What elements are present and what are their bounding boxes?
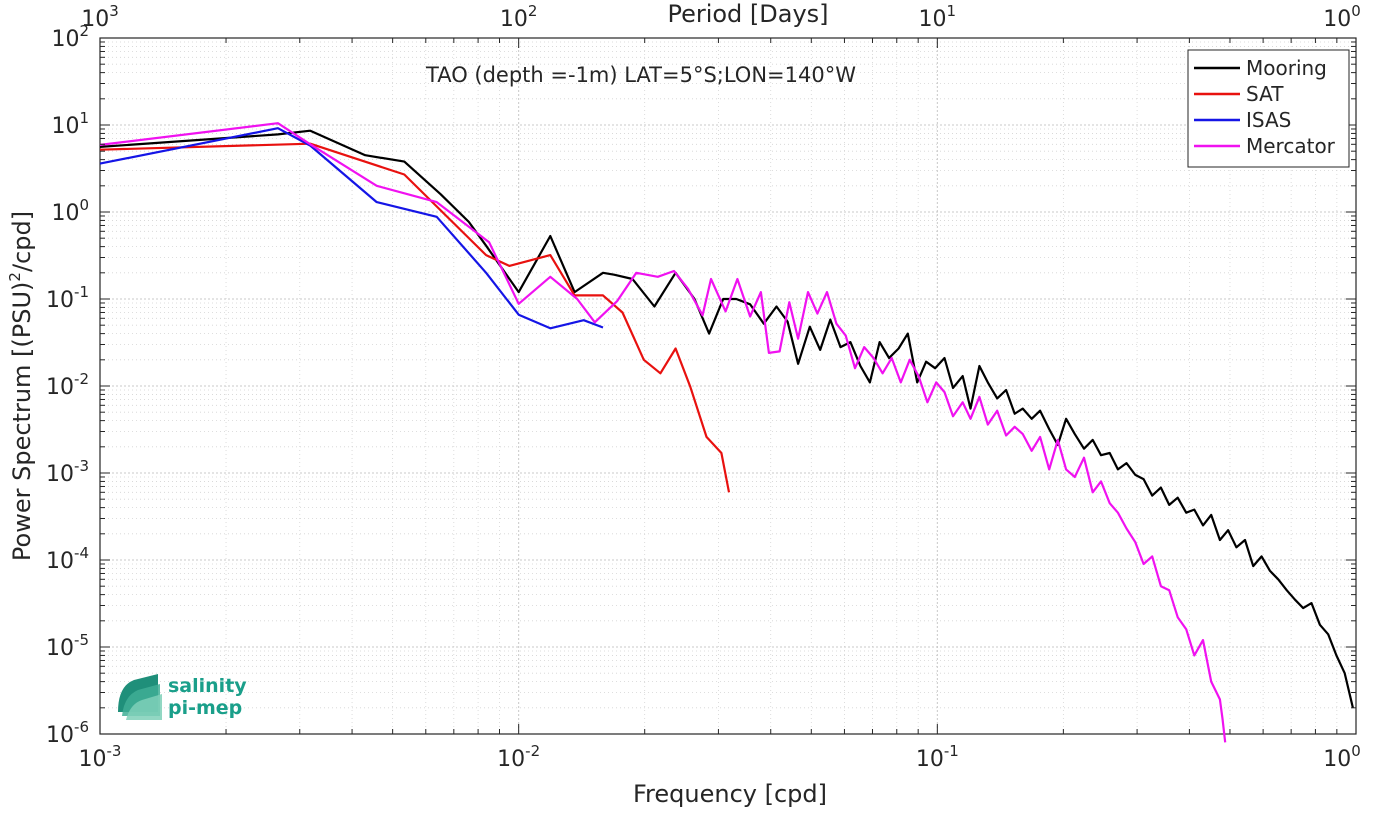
x2-axis-label: Period [Days] (667, 0, 828, 28)
x-tick-label: 10-2 (497, 742, 540, 772)
y-tick-label: 10-1 (46, 283, 89, 313)
y-axis-label: Power Spectrum [(PSU)2/cpd] (6, 211, 36, 561)
x-tick-label: 100 (1323, 742, 1361, 772)
series-line-mercator (99, 122, 1227, 743)
series-line-mooring (99, 129, 1354, 709)
chart-title: TAO (depth =-1m) LAT=5°S;LON=140°W (425, 63, 856, 87)
y-tick-label: 10-6 (46, 718, 89, 748)
logo-mark-icon (118, 674, 162, 720)
legend-label-isas: ISAS (1246, 108, 1291, 132)
y-tick-label: 10-5 (46, 631, 89, 661)
x-tick-label: 10-1 (916, 742, 959, 772)
logo-text-pimep: pi-mep (168, 697, 242, 719)
x2-tick-label: 100 (1323, 2, 1361, 32)
y-tick-label: 10-2 (46, 370, 89, 400)
x-axis-label: Frequency [cpd] (633, 780, 827, 808)
y-tick-label: 102 (51, 22, 89, 52)
y-tick-label: 10-3 (46, 457, 89, 487)
logo-text-salinity: salinity (168, 675, 247, 697)
x2-tick-label: 101 (919, 2, 957, 32)
legend-label-mercator: Mercator (1246, 134, 1336, 158)
legend-label-sat: SAT (1246, 82, 1284, 106)
x2-tick-label: 103 (81, 2, 119, 32)
x-tick-label: 10-3 (79, 742, 122, 772)
x2-tick-label: 102 (500, 2, 538, 32)
legend-label-mooring: Mooring (1246, 56, 1327, 80)
y-tick-label: 101 (51, 109, 89, 139)
series-line-isas (99, 127, 604, 330)
y-tick-label: 10-4 (46, 544, 89, 574)
salinity-pi-mep-logo: salinity pi-mep (118, 674, 247, 720)
legend-box (1187, 49, 1350, 168)
y-tick-label: 100 (51, 196, 89, 226)
